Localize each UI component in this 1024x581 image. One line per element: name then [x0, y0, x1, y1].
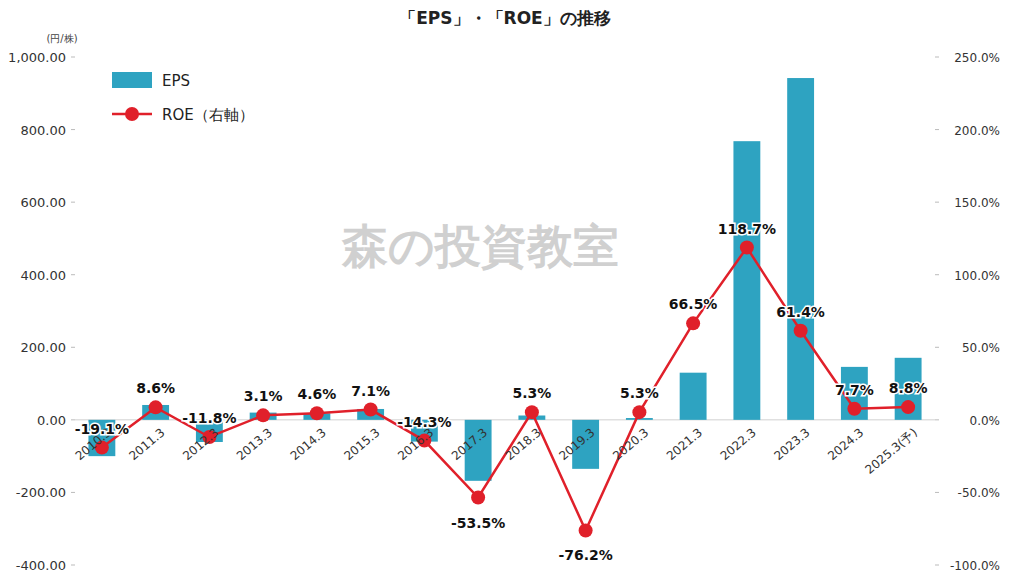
data-label: -53.5% [451, 515, 505, 531]
line [102, 248, 908, 531]
marker [794, 324, 808, 338]
bar [733, 141, 760, 420]
y2-tick [935, 274, 939, 275]
x-tick-label: 2018.3 [503, 425, 544, 463]
x-tick-label: 2014.3 [288, 425, 329, 463]
watermark: 森の投資教室 [341, 219, 619, 273]
y-tick [71, 565, 75, 566]
data-label: 7.7% [835, 382, 874, 398]
marker [686, 316, 700, 330]
legend-swatch [125, 107, 139, 121]
x-tick-label: 2011.3 [126, 425, 167, 463]
marker [740, 241, 754, 255]
marker [632, 405, 646, 419]
y2-tick [935, 57, 939, 58]
marker [579, 523, 593, 537]
y-tick-label: 800.00 [21, 123, 67, 138]
data-label: -14.3% [397, 414, 451, 430]
x-tick-label: 2021.3 [664, 425, 705, 463]
bar [787, 78, 814, 420]
x-tick-label: 2022.3 [718, 425, 759, 463]
data-label: 5.3% [512, 385, 551, 401]
data-label: -76.2% [558, 547, 612, 563]
data-label: 3.1% [244, 388, 283, 404]
marker [525, 405, 539, 419]
y-tick-label: 1,000.00 [8, 50, 66, 65]
y-tick [71, 347, 75, 348]
y2-tick-label: -100.0% [950, 559, 1000, 573]
marker [364, 403, 378, 417]
y-tick-label: 200.00 [21, 340, 67, 355]
data-label: -11.8% [182, 410, 236, 426]
data-label: 8.8% [889, 380, 928, 396]
y-tick-label: -200.00 [16, 485, 66, 500]
y-tick-label: 400.00 [21, 268, 67, 283]
y2-tick-label: 200.0% [954, 124, 1000, 138]
y2-tick [935, 129, 939, 130]
y2-tick [935, 492, 939, 493]
y-tick [71, 274, 75, 275]
x-tick-label: 2015.3 [341, 425, 382, 463]
y2-tick-label: 250.0% [954, 51, 1000, 65]
y-tick-label: 0.00 [37, 413, 66, 428]
marker [310, 406, 324, 420]
y-axis-label: (円/株) [46, 33, 77, 44]
y-tick [71, 57, 75, 58]
y2-tick-label: -50.0% [958, 486, 1000, 500]
bar [680, 373, 707, 420]
data-label: -19.1% [75, 421, 129, 437]
y-tick [71, 202, 75, 203]
y2-tick-label: 50.0% [962, 341, 1000, 355]
labels: -19.1% 8.6% -11.8% 3.1% 4.6% 7.1% -14.3% -53.5%… [75, 221, 928, 564]
legend-swatch [112, 72, 152, 88]
y2-tick-label: 0.0% [970, 414, 1001, 428]
x-tick-label: 2024.3 [825, 425, 866, 463]
legend-label: ROE（右軸） [162, 106, 254, 124]
x-tick-label: 2017.3 [449, 425, 490, 463]
y-tick [71, 492, 75, 493]
marker [847, 402, 861, 416]
x-tick-label: 2025.3(予) [863, 425, 921, 476]
x-tick-label: 2016.3 [395, 425, 436, 463]
data-label: 7.1% [351, 383, 390, 399]
data-label: 5.3% [620, 385, 659, 401]
data-label: 66.5% [669, 296, 718, 312]
data-label: 118.7% [718, 221, 776, 237]
y-tick-label: 600.00 [21, 195, 67, 210]
y2-tick [935, 347, 939, 348]
x-tick-label: 2023.3 [771, 425, 812, 463]
legend: EPS ROE（右軸） [112, 72, 254, 124]
x-tick-label: 2013.3 [234, 425, 275, 463]
legend-label: EPS [162, 72, 190, 90]
y2-tick [935, 419, 939, 420]
data-label: 61.4% [776, 304, 825, 320]
title: 「EPS」・「ROE」の推移 [399, 8, 610, 28]
marker [901, 400, 915, 414]
y2-tick-label: 150.0% [954, 196, 1000, 210]
plot-area [75, 78, 935, 537]
y2-tick-label: 100.0% [954, 269, 1000, 283]
marker [256, 408, 270, 422]
y-tick [71, 129, 75, 130]
data-label: 8.6% [136, 380, 175, 396]
x-tick-label: 2020.3 [610, 425, 651, 463]
data-label: 4.6% [297, 386, 336, 402]
marker [471, 491, 485, 505]
y2-tick [935, 565, 939, 566]
marker [149, 400, 163, 414]
y-tick-label: -400.00 [16, 558, 66, 573]
y2-tick [935, 202, 939, 203]
x-tick-label: 2019.3 [556, 425, 597, 463]
chart: 「EPS」・「ROE」の推移 (円/株) 森の投資教室 -400.00 -200.00 0… [0, 0, 1024, 581]
x-tick-label: 2012.3 [180, 425, 221, 463]
